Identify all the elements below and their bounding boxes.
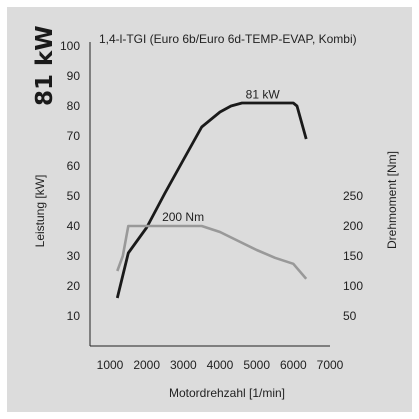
y-tick-left-label: 20	[67, 279, 81, 293]
x-ticks: 1000 2000 3000 4000 5000 6000 7000	[97, 358, 344, 372]
y-tick-left-label: 60	[67, 159, 81, 173]
annotation-power: 81 kW	[246, 88, 281, 102]
x-tick-label: 1000	[97, 358, 124, 372]
x-tick-label: 2000	[133, 358, 160, 372]
y-tick-left-label: 40	[67, 219, 81, 233]
annotation-torque: 200 Nm	[162, 210, 204, 224]
x-tick-label: 6000	[280, 358, 307, 372]
series-layer	[115, 101, 308, 299]
y-tick-right-label: 200	[343, 219, 363, 233]
x-axis-title: Motordrehzahl [1/min]	[169, 386, 285, 400]
y-tick-right-label: 250	[343, 189, 363, 203]
x-tick-label: 4000	[207, 358, 234, 372]
y-tick-left-label: 70	[67, 129, 81, 143]
y-tick-right-label: 50	[343, 309, 357, 323]
y-tick-left-label: 10	[67, 309, 81, 323]
y-tick-left-label: 90	[67, 69, 81, 83]
series-line-torque	[116, 224, 308, 280]
y-tick-right-label: 100	[343, 279, 363, 293]
x-tick-label: 3000	[170, 358, 197, 372]
y-tick-left-label: 80	[67, 99, 81, 113]
y-ticks-right: 50 100 150 200 250	[343, 189, 363, 323]
series-line-power	[115, 101, 308, 299]
y-tick-right-label: 150	[343, 249, 363, 263]
y-tick-left-label: 30	[67, 249, 81, 263]
x-tick-label: 7000	[317, 358, 344, 372]
chart-panel	[7, 7, 412, 412]
x-tick-label: 5000	[243, 358, 270, 372]
y-ticks-left: 10 20 30 40 50 60 70 80 90 100	[60, 39, 80, 323]
chart-title: 1,4-l-TGI (Euro 6b/Euro 6d-TEMP-EVAP, Ko…	[99, 32, 357, 46]
annotation-layer: 81 kW 200 Nm	[162, 88, 280, 225]
y-axis-left-title: Leistung [kW]	[33, 175, 47, 248]
y-tick-left-label: 50	[67, 189, 81, 203]
y-axis-right-title: Drehmoment [Nm]	[385, 151, 399, 249]
power-badge: 81 kW	[32, 25, 58, 106]
y-tick-left-label: 100	[60, 39, 80, 53]
